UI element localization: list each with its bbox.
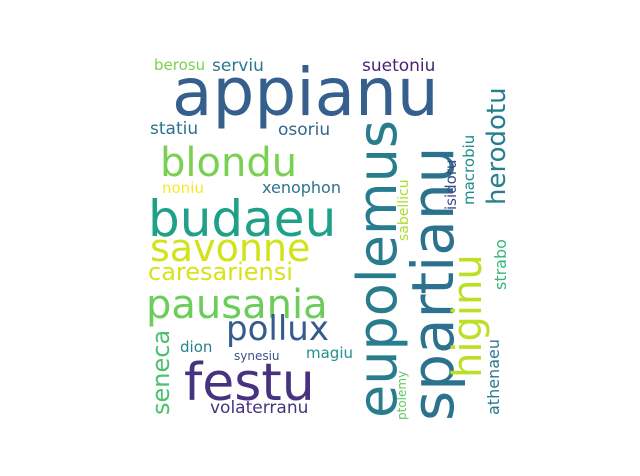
word-ptolemy: ptolemy	[395, 370, 409, 420]
word-strabo: strabo	[491, 239, 510, 290]
word-savonne: savonne	[150, 226, 311, 270]
word-xenophon: xenophon	[262, 178, 341, 197]
word-pollux: pollux	[226, 309, 329, 349]
word-athenaeu: athenaeu	[484, 339, 503, 415]
word-statiu: statiu	[150, 119, 199, 139]
word-macrobiu: macrobiu	[460, 134, 478, 205]
word-isidoru: isidoru	[442, 159, 460, 210]
word-serviu: serviu	[212, 56, 264, 76]
word-caresariensi: caresariensi	[148, 258, 293, 286]
word-blondu: blondu	[160, 140, 298, 186]
word-festu: festu	[184, 353, 315, 413]
word-dion: dion	[180, 338, 213, 356]
word-osoriu: osoriu	[278, 120, 331, 140]
word-suetoniu: suetoniu	[362, 56, 436, 76]
word-synesiu: synesiu	[234, 349, 280, 363]
word-berosu: berosu	[154, 56, 206, 74]
word-pausania: pausania	[146, 282, 328, 328]
word-volaterranu: volaterranu	[210, 398, 309, 418]
word-appianu: appianu	[172, 54, 439, 131]
word-higinu: higinu	[445, 254, 491, 378]
word-herodotu: herodotu	[482, 87, 512, 205]
word-seneca: seneca	[147, 329, 175, 415]
word-budaeu: budaeu	[148, 190, 337, 248]
word-noniu: noniu	[162, 179, 204, 197]
word-magiu: magiu	[306, 344, 353, 362]
word-sabellicu: sabellicu	[396, 179, 412, 241]
